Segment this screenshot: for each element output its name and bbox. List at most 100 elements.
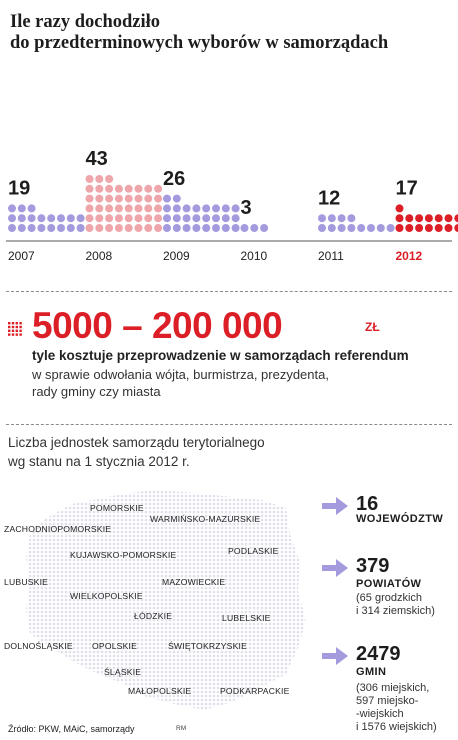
bar-2009 [163, 194, 240, 232]
value-label: 17 [396, 178, 418, 200]
referendum-details-line-1: w sprawie odwołania wójta, burmistrza, p… [32, 367, 329, 382]
bar-dot [318, 214, 326, 223]
bar-dot [357, 224, 366, 232]
map-label-opolskie: OPOLSKIE [92, 641, 138, 651]
bar-dot [124, 224, 133, 232]
bar-dot [114, 194, 123, 203]
bar-2010 [240, 224, 269, 232]
arrow-right-icon [322, 497, 348, 515]
bar-dot [172, 214, 181, 223]
bar-dot [27, 224, 36, 232]
chart-title-line-2: do przedterminowych wyborów w samorządac… [10, 33, 389, 53]
bar-dot [85, 224, 94, 232]
stat-voivodeships-label: WOJEWÓDZTW [356, 513, 444, 525]
map-label-malopolskie: MAŁOPOLSKIE [128, 686, 192, 696]
bar-dot [172, 194, 181, 203]
bar-dot [405, 214, 414, 223]
referendum-cost-unit: ZŁ [365, 320, 380, 334]
bar-2011 [318, 214, 395, 232]
x-tick-label: 2011 [318, 249, 344, 263]
arrow-right-icon [322, 559, 348, 577]
map-label-mazowieckie: MAZOWIECKIE [162, 577, 226, 587]
bar-dot [260, 224, 269, 232]
stat-counties-label: POWIATÓW [356, 578, 422, 590]
bar-dot [415, 214, 424, 223]
bar-dot [134, 204, 143, 213]
x-tick-label: 2009 [163, 249, 190, 263]
bar-dot [17, 224, 26, 232]
stat-counties-note-line: i 314 ziemskich) [356, 605, 435, 617]
bar-dot [454, 214, 458, 223]
section-divider [6, 424, 452, 425]
bar-dot [172, 204, 181, 213]
value-label: 3 [241, 197, 252, 219]
bar-dot [124, 184, 133, 193]
source-note: Źródło: PKW, MAiC, samorządy [8, 724, 135, 734]
units-heading-line-1: Liczba jednostek samorządu terytorialneg… [8, 435, 265, 450]
map-label-pomorskie: POMORSKIE [90, 503, 144, 513]
bar-dot [105, 184, 114, 193]
bar-dot [337, 224, 346, 232]
units-heading-line-2: wg stanu na 1 stycznia 2012 r. [8, 454, 190, 469]
map-label-slaskie: ŚLĄSKIE [104, 667, 142, 677]
map-label-lodzkie: ŁÓDZKIE [134, 611, 173, 621]
bar-dot [76, 214, 85, 223]
stat-counties-note-line: (65 grodzkich [356, 592, 423, 604]
bar-dot [434, 224, 443, 232]
bar-dot [154, 204, 163, 213]
chart-title: Ile razy dochodziło do przedterminowych … [10, 12, 450, 54]
bar-2008 [85, 175, 163, 232]
bar-dot [66, 214, 75, 223]
units-heading: Liczba jednostek samorządu terytorialneg… [8, 433, 448, 471]
bar-dot [134, 184, 143, 193]
bar-dot [105, 194, 114, 203]
bar-dot [395, 204, 404, 213]
bar-dot [250, 224, 259, 232]
bar-dot [47, 214, 56, 223]
bar-dot [114, 184, 123, 193]
bar-dot [95, 224, 104, 232]
bar-dot [163, 224, 171, 232]
value-label: 26 [163, 168, 185, 190]
bar-dot [85, 175, 94, 183]
bar-dot [114, 204, 123, 213]
referendum-caption: tyle kosztuje przeprowadzenie w samorząd… [32, 348, 409, 363]
bar-dot [85, 194, 94, 203]
bar-dot [327, 214, 336, 223]
poland-outline [26, 490, 306, 710]
bar-dot [105, 204, 114, 213]
bar-dot [154, 194, 163, 203]
bar-dot [192, 214, 201, 223]
bar-dot [85, 184, 94, 193]
bar-dot [105, 214, 114, 223]
x-tick-label: 2010 [241, 249, 268, 263]
referendum-cost-range: 5000 – 200 000 [32, 305, 283, 346]
bar-dot [27, 204, 36, 213]
bar-dot [76, 224, 85, 232]
bar-dot [8, 224, 16, 232]
bar-dot [182, 204, 191, 213]
bar-dot [347, 224, 356, 232]
bar-dot [182, 224, 191, 232]
stat-communes-number: 2479 [356, 643, 401, 665]
bar-dot [85, 204, 94, 213]
map-label-zachodniopomorskie: ZACHODNIOPOMORSKIE [4, 524, 112, 534]
bar-dot [134, 224, 143, 232]
bar-dot [337, 214, 346, 223]
map-label-wielkopolskie: WIELKOPOLSKIE [70, 591, 143, 601]
bar-dot [221, 204, 230, 213]
stat-communes-label: GMIN [356, 666, 387, 678]
bar-dot [17, 214, 26, 223]
bar-dot [444, 224, 453, 232]
bar-dot [221, 224, 230, 232]
bar-dot [182, 214, 191, 223]
bar-dot [424, 214, 433, 223]
bar-dot [105, 224, 114, 232]
bar-dot [8, 204, 16, 213]
stat-communes-note: (306 miejskich, 597 miejsko- -wiejskich … [356, 682, 437, 734]
bar-dot [202, 204, 211, 213]
bar-dot [105, 175, 114, 183]
bar-2007 [8, 204, 85, 232]
bar-dot [124, 214, 133, 223]
bar-dot [434, 214, 443, 223]
